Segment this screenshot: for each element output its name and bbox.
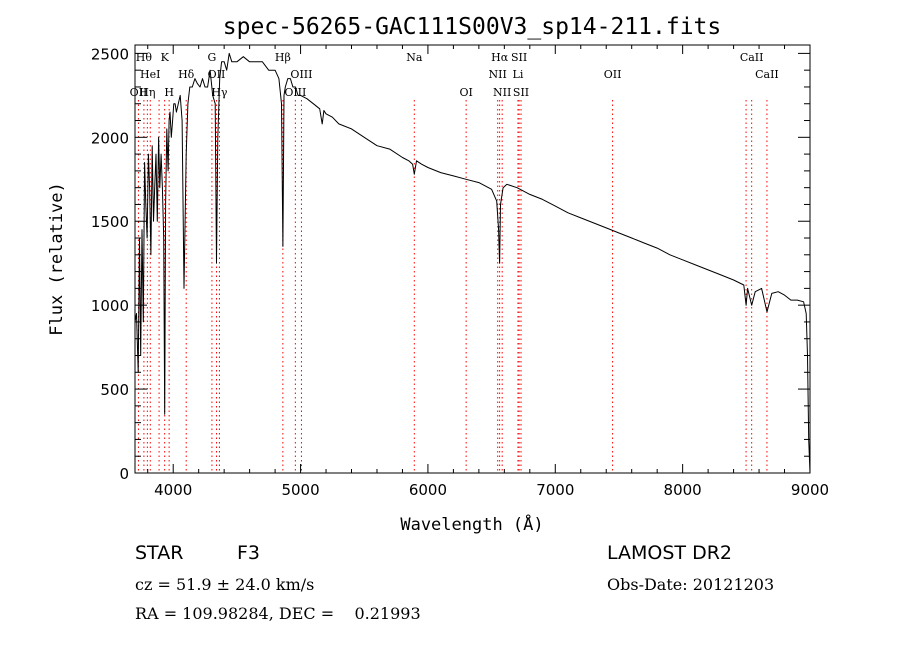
y-tick-label: 0 bbox=[119, 465, 129, 483]
line-marker-label: NII bbox=[493, 86, 511, 99]
survey-name: LAMOST DR2 bbox=[607, 542, 732, 564]
line-marker-label: HeI bbox=[140, 68, 160, 81]
line-marker-label: G bbox=[208, 51, 217, 64]
line-marker-label: OII bbox=[130, 86, 148, 99]
line-marker-label: Li bbox=[513, 68, 524, 81]
x-tick-label: 4000 bbox=[154, 481, 192, 499]
y-tick-label: 2500 bbox=[91, 45, 129, 63]
x-axis-ticks: 4000 5000 6000 7000 8000 9000 bbox=[147, 45, 829, 499]
y-tick-label: 1000 bbox=[91, 297, 129, 315]
line-marker-label: SII bbox=[513, 86, 529, 99]
obs-date: Obs-Date: 20121203 bbox=[607, 575, 775, 594]
spectrum-series bbox=[134, 52, 811, 474]
x-tick-label: 7000 bbox=[536, 481, 574, 499]
plot-frame bbox=[134, 44, 811, 474]
y-tick-label: 500 bbox=[100, 381, 129, 399]
line-marker-label: CaII bbox=[755, 68, 779, 81]
x-axis-label: Wavelength (Å) bbox=[400, 513, 543, 535]
line-marker-label: Na bbox=[406, 51, 423, 64]
x-tick-label: 8000 bbox=[664, 481, 702, 499]
y-tick-label: 1500 bbox=[91, 213, 129, 231]
object-class: STAR bbox=[135, 542, 184, 564]
line-marker-label: Hβ bbox=[275, 51, 291, 64]
object-subclass: F3 bbox=[237, 542, 261, 564]
x-tick-label: 5000 bbox=[281, 481, 319, 499]
line-marker-label: CaII bbox=[740, 51, 764, 64]
line-markers: OIIHθHηHeIKHHδGOIIHγHβOIIIOIIINaOINIIHαN… bbox=[130, 51, 779, 473]
y-axis-label: Flux (relative) bbox=[47, 182, 67, 336]
line-marker-label: NII bbox=[489, 68, 507, 81]
line-marker-label: OIII bbox=[290, 68, 312, 81]
spectrum-line bbox=[134, 52, 811, 474]
line-marker-label: OI bbox=[459, 86, 472, 99]
line-marker-label: Hα bbox=[491, 51, 509, 64]
y-tick-label: 2000 bbox=[91, 129, 129, 147]
chart-title: spec-56265-GAC111S00V3_sp14-211.fits bbox=[223, 14, 722, 40]
x-tick-label: 9000 bbox=[791, 481, 829, 499]
line-marker-label: SII bbox=[511, 51, 527, 64]
line-marker-label: Hη bbox=[139, 86, 155, 99]
line-marker-label: OII bbox=[604, 68, 622, 81]
line-marker-label: Hθ bbox=[136, 51, 153, 64]
line-marker-label: K bbox=[161, 51, 170, 64]
y-axis-ticks: 0 500 1000 1500 2000 2500 bbox=[91, 45, 810, 483]
redshift-readout: cz = 51.9 ± 24.0 km/s bbox=[135, 575, 315, 594]
x-tick-label: 6000 bbox=[409, 481, 447, 499]
line-marker-label: H bbox=[164, 86, 174, 99]
line-marker-label: Hδ bbox=[178, 68, 195, 81]
coordinates-readout: RA = 109.98284, DEC = 0.21993 bbox=[135, 604, 421, 623]
